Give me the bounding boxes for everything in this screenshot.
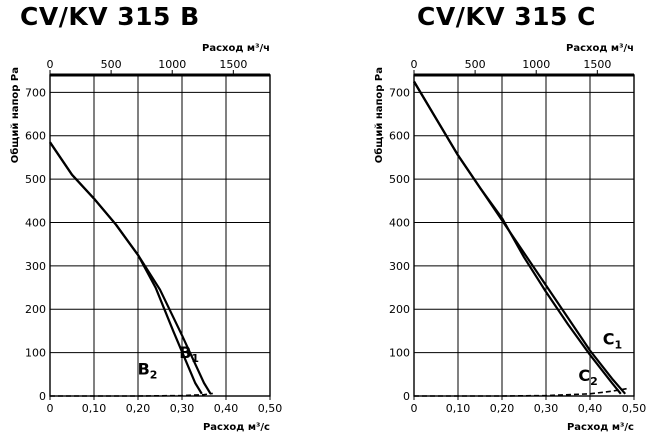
y-tick-label: 600	[25, 130, 46, 143]
y-tick-label: 600	[389, 130, 410, 143]
plot-frame	[413, 74, 635, 397]
y-tick-label: 700	[25, 86, 46, 99]
chart-cv-kv-315-c: CV/KV 315 C 0 0,10 0,20 0,30 0,40 0,50 0 500 100…	[367, 0, 660, 438]
x-tick-label: 0,10	[82, 402, 107, 415]
y-tick-label: 300	[25, 260, 46, 273]
y-tick-label: 300	[389, 260, 410, 273]
x-tick-label: 0,50	[258, 402, 283, 415]
series-line-b2	[49, 141, 203, 395]
x-tick-label: 0	[47, 402, 54, 415]
y-tick-label: 0	[403, 390, 410, 403]
x2-tick-label: 0	[411, 58, 418, 71]
x2-axis-label: Расход м³/ч	[202, 43, 270, 54]
x-tick-label: 0,40	[578, 402, 603, 415]
x2-tick-label: 0	[47, 58, 54, 71]
x-tick-label: 0,20	[490, 402, 515, 415]
y-tick-label: 100	[389, 347, 410, 360]
series-label-c1: C1	[603, 330, 622, 352]
series-line-c1	[413, 80, 627, 395]
series-line-min	[414, 387, 630, 397]
y-tick-label: 200	[25, 303, 46, 316]
series-label-c2: C2	[578, 366, 597, 388]
series-line-min	[50, 392, 213, 397]
y-tick-label: 700	[389, 86, 410, 99]
x2-tick-label: 1500	[219, 58, 247, 71]
x-tick-label: 0,10	[446, 402, 471, 415]
y-tick-label: 500	[389, 173, 410, 186]
chart-cv-kv-315-b: CV/KV 315 B 0 0,10 0,20 0,30 0,40 0,50 0 500 100…	[9, 2, 283, 433]
y-tick-label: 200	[389, 303, 410, 316]
series-line-c2	[413, 80, 622, 395]
y-tick-label: 400	[389, 216, 410, 229]
x2-tick-label: 1500	[583, 58, 611, 71]
x-tick-label: 0,20	[126, 402, 151, 415]
x-tick-label: 0,50	[622, 402, 647, 415]
x-axis-label: Расход м³/с	[203, 422, 270, 433]
y-tick-label: 0	[39, 390, 46, 403]
x2-tick-label: 1000	[158, 58, 186, 71]
chart-svg: 0 0,10 0,20 0,30 0,40 0,50 0 500 1000 1500 0 100 200…	[373, 43, 647, 433]
chart-title: CV/KV 315 C	[417, 2, 596, 31]
y-tick-label: 500	[25, 173, 46, 186]
x-tick-label: 0	[411, 402, 418, 415]
y-axis-label: Общий напор Ра	[9, 67, 21, 163]
x2-tick-label: 500	[101, 58, 122, 71]
x2-tick-label: 1000	[522, 58, 550, 71]
y-tick-label: 100	[25, 347, 46, 360]
x2-axis-label: Расход м³/ч	[566, 43, 634, 54]
x-tick-label: 0,30	[170, 402, 195, 415]
series-label-b1: B1	[179, 343, 199, 365]
chart-svg: 0 0,10 0,20 0,30 0,40 0,50 0 500 1000 1500 0 100 200…	[9, 43, 283, 433]
x-tick-label: 0,40	[214, 402, 239, 415]
x2-tick-label: 500	[465, 58, 486, 71]
y-tick-label: 400	[25, 216, 46, 229]
plot-frame	[49, 74, 271, 397]
y-axis-label: Общий напор Ра	[373, 67, 385, 163]
x-axis-label: Расход м³/с	[567, 422, 634, 433]
x-tick-label: 0,30	[534, 402, 559, 415]
chart-title: CV/KV 315 B	[20, 2, 200, 31]
series-label-b2: B2	[138, 359, 158, 381]
